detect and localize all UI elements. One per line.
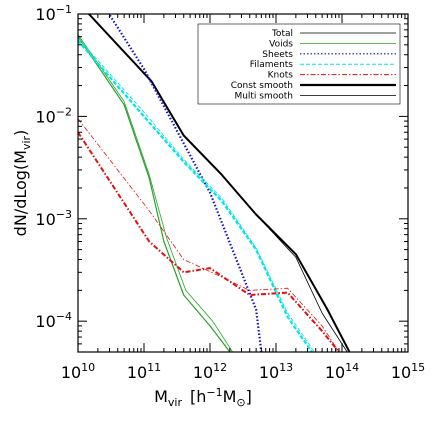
series-layer xyxy=(78,14,351,352)
legend-label: Voids xyxy=(269,39,293,49)
x-tick-label: 1014 xyxy=(325,361,359,382)
series-line-voids_const xyxy=(78,36,231,352)
legend-label: Knots xyxy=(268,71,294,81)
y-tick-label: 10−1 xyxy=(35,3,72,24)
legend-label: Multi smooth xyxy=(234,91,293,101)
x-tick-label: 1011 xyxy=(127,361,161,382)
legend-label: Total xyxy=(271,29,293,39)
series-line-voids_multi xyxy=(78,34,233,352)
series-line-filaments_multi xyxy=(78,37,315,352)
y-tick-label: 10−2 xyxy=(35,105,72,126)
series-line-knots_const xyxy=(78,131,340,352)
plot-frame xyxy=(77,13,409,353)
y-axis-label: dN/dLog(Mvir) xyxy=(11,130,33,237)
y-tick-label: 10−3 xyxy=(35,208,72,229)
tick-labels: 1010 1011 1012 1013 1014 1015 10−4 10−3 10−2 10−1 xyxy=(35,3,425,382)
x-tick-label: 1015 xyxy=(391,361,425,382)
series-line-filaments_const xyxy=(78,39,313,352)
x-tick-label: 1012 xyxy=(193,361,227,382)
x-tick-label: 1013 xyxy=(259,361,293,382)
legend-label: Filaments xyxy=(250,60,294,70)
series-line-sheets_const xyxy=(107,14,263,352)
x-axis-label: Mvir [h−1M⊙] xyxy=(154,386,252,409)
legend-label: Sheets xyxy=(262,50,293,60)
y-tick-label: 10−4 xyxy=(35,310,72,331)
x-tick-label: 1010 xyxy=(61,361,95,382)
series-line-knots_multi xyxy=(78,118,340,352)
series-line-total_multi xyxy=(88,14,348,352)
legend-label: Const smooth xyxy=(231,81,293,91)
ticks-layer xyxy=(77,13,409,353)
